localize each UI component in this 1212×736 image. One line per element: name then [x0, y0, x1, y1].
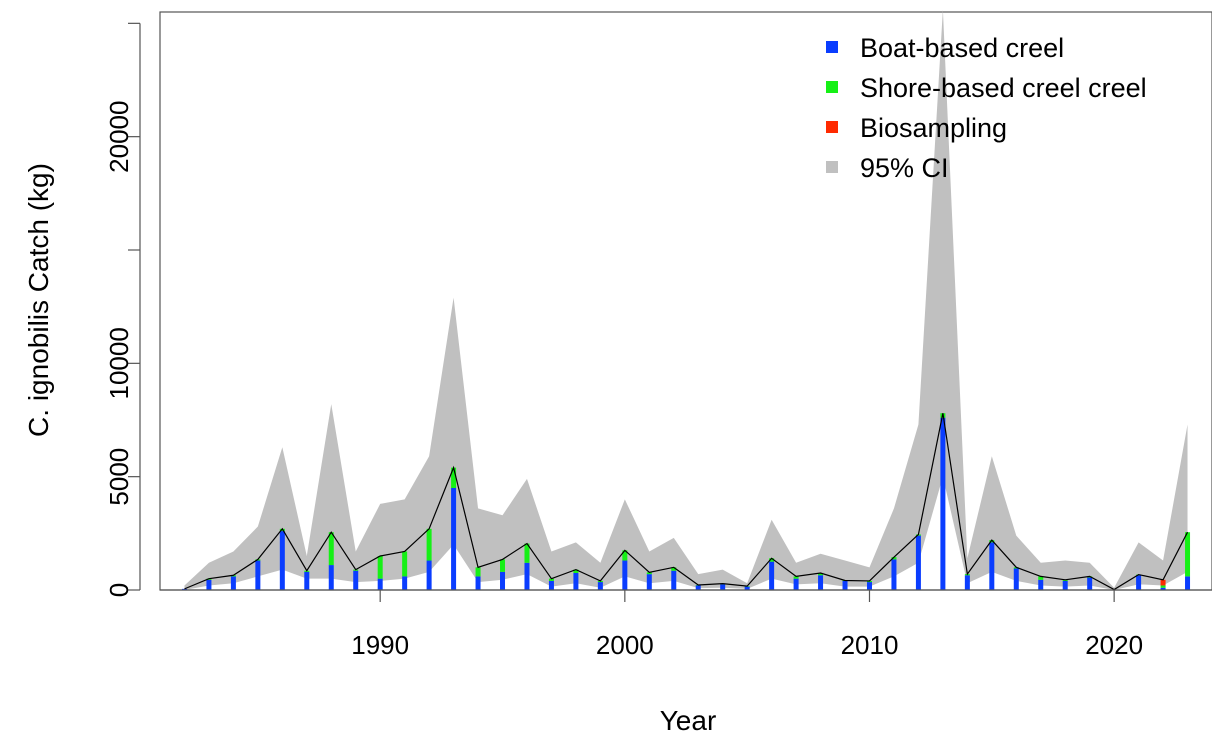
bar-boat-2011	[891, 559, 897, 590]
bar-shore-2000	[622, 550, 628, 561]
total-line-layer	[184, 413, 1189, 591]
bar-shore-2002	[671, 567, 677, 571]
bar-bio-2022	[1160, 579, 1166, 586]
bar-boat-1987	[304, 571, 310, 590]
bar-boat-1984	[230, 576, 236, 590]
bar-boat-1988	[328, 565, 334, 590]
bar-boat-2014	[964, 575, 970, 590]
bar-shore-1994	[475, 567, 481, 577]
legend-swatch-bio	[826, 121, 838, 133]
bar-shore-1995	[500, 559, 506, 572]
total-line	[184, 413, 1189, 591]
x-tick-label-2010: 2010	[841, 630, 899, 660]
bar-boat-2023	[1185, 576, 1191, 590]
bar-boat-2017	[1038, 579, 1044, 590]
bar-boat-1998	[573, 573, 579, 590]
bar-boat-1989	[353, 570, 359, 590]
bar-boat-2018	[1062, 580, 1068, 590]
bar-boat-2002	[671, 570, 677, 590]
y-tick-label-0: 0	[104, 583, 134, 597]
bar-boat-2015	[989, 542, 995, 590]
legend-label-ci: 95% CI	[860, 153, 949, 183]
x-tick-label-2000: 2000	[596, 630, 654, 660]
bar-boat-1986	[279, 531, 285, 590]
bar-boat-1983	[206, 579, 212, 590]
bar-boat-2021	[1136, 575, 1142, 590]
bar-shore-2011	[891, 557, 897, 560]
bar-shore-1996	[524, 543, 530, 563]
x-tick-label-2020: 2020	[1085, 630, 1143, 660]
bar-boat-2005	[744, 586, 750, 590]
bar-shore-2017	[1038, 576, 1044, 580]
bar-shore-1997	[548, 578, 554, 581]
bar-boat-2006	[769, 561, 775, 590]
y-tick-label-10000: 10000	[104, 327, 134, 399]
bar-boat-2022	[1160, 587, 1166, 590]
bar-boat-2013	[940, 417, 946, 590]
bar-boat-2007	[793, 578, 799, 590]
bar-boat-1993	[451, 488, 457, 590]
bar-shore-1992	[426, 528, 432, 561]
bar-boat-2001	[646, 574, 652, 590]
bar-boat-2008	[818, 575, 824, 590]
bar-shore-1991	[402, 551, 408, 577]
bar-boat-2012	[915, 535, 921, 590]
legend: Boat-based creel Shore-based creel creel B…	[826, 33, 1147, 183]
bar-boat-1992	[426, 560, 432, 590]
bar-boat-1991	[402, 576, 408, 590]
bar-boat-2009	[842, 580, 848, 590]
bar-shore-2022	[1160, 585, 1166, 588]
bar-boat-1985	[255, 560, 261, 590]
x-tick-label-1990: 1990	[351, 630, 409, 660]
bar-boat-1995	[500, 571, 506, 590]
bar-boat-2003	[695, 585, 701, 590]
bar-boat-2004	[720, 584, 726, 590]
y-axis-title: C. ignobilis Catch (kg)	[23, 163, 54, 437]
legend-swatch-boat	[826, 41, 838, 53]
bar-shore-2008	[818, 573, 824, 576]
bar-shore-2023	[1185, 532, 1191, 577]
bar-boat-1997	[548, 580, 554, 590]
x-axis-title: Year	[660, 705, 717, 736]
bar-boat-1996	[524, 562, 530, 590]
legend-label-boat: Boat-based creel	[860, 33, 1064, 63]
bar-boat-2016	[1013, 568, 1019, 590]
legend-swatch-ci	[826, 161, 838, 173]
bar-boat-1994	[475, 576, 481, 590]
bar-shore-1990	[377, 556, 383, 579]
bar-boat-1999	[597, 582, 603, 590]
bar-shore-2006	[769, 558, 775, 562]
legend-label-shore: Shore-based creel creel	[860, 73, 1147, 103]
bar-shore-2015	[989, 540, 995, 543]
y-tick-label-5000: 5000	[104, 448, 134, 506]
axes-layer: 1990 2000 2010 2020 0 5000 10000 20000	[104, 22, 1212, 660]
bar-boat-1990	[377, 578, 383, 590]
bar-shore-1993	[451, 467, 457, 488]
bar-shore-2001	[646, 572, 652, 575]
bar-shore-1998	[573, 569, 579, 573]
bar-shore-1988	[328, 532, 334, 566]
bar-boat-2000	[622, 560, 628, 590]
y-tick-label-20000: 20000	[104, 101, 134, 173]
bar-shore-2007	[793, 576, 799, 579]
bar-boat-2010	[866, 582, 872, 590]
legend-swatch-shore	[826, 81, 838, 93]
bar-boat-2019	[1087, 577, 1093, 590]
legend-label-bio: Biosampling	[860, 113, 1007, 143]
